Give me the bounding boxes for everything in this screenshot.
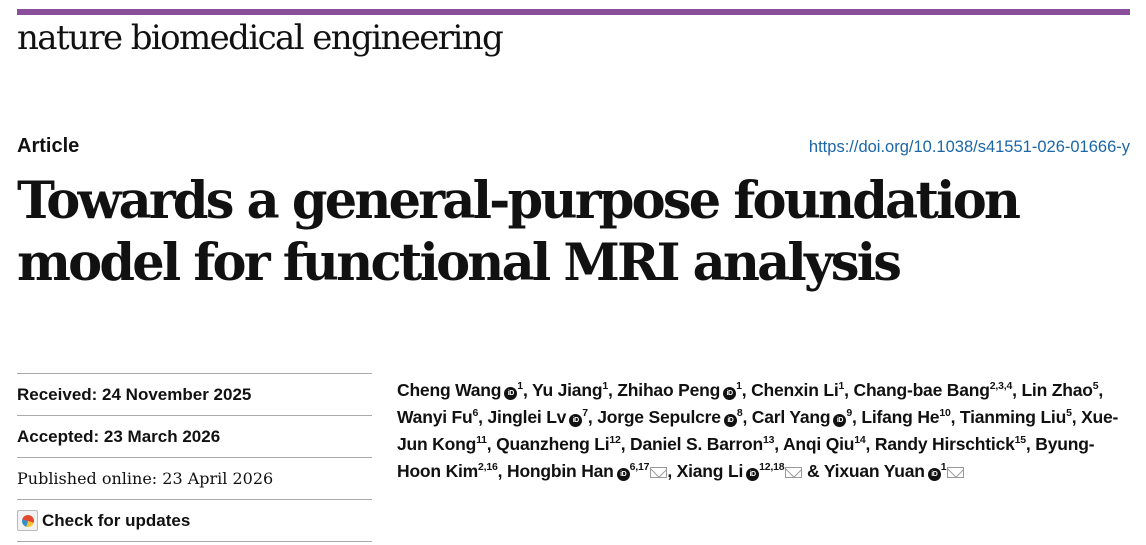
author-list: Cheng Wang1, Yu Jiang1, Zhihao Peng1, Ch… [397,377,1137,485]
author[interactable]: Cheng Wang 1 [397,380,523,400]
author-name[interactable]: Chang-bae Bang [853,380,990,400]
author[interactable]: Jorge Sepulcre 8 [597,407,743,427]
doi-link[interactable]: https://doi.org/10.1038/s41551-026-01666… [808,138,1130,156]
author-name[interactable]: Yu Jiang [531,380,603,400]
affiliation-number: 5 [1066,407,1072,419]
journal-accent-bar [17,9,1130,15]
article-type: Article [17,135,80,157]
published-date: Published online: 23 April 2026 [17,457,372,499]
author-name[interactable]: Lifang He [861,407,940,427]
check-updates-icon [17,510,38,531]
check-updates-label: Check for updates [42,511,191,530]
affiliation-number: 14 [854,434,866,446]
orcid-icon[interactable] [504,387,518,400]
journal-name: nature biomedical engineering [17,18,504,58]
orcid-icon[interactable] [569,414,583,427]
author-name[interactable]: Tianming Liu [959,407,1067,427]
received-date: Received: 24 November 2025 [17,373,372,415]
author-name[interactable]: Quanzheng Li [496,434,610,454]
affiliation-number: 13 [762,434,775,446]
author[interactable]: Xue-Jun Kong11 [397,407,1118,454]
author[interactable]: Randy Hirschtick15 [875,434,1026,454]
author-name[interactable]: Byung-Hoon Kim [397,434,1095,481]
author-name[interactable]: Zhihao Peng [617,380,721,400]
author-name[interactable]: Jorge Sepulcre [597,407,721,427]
author-name[interactable]: Daniel S. Barron [630,434,763,454]
author[interactable]: Chenxin Li1 [751,380,844,400]
author[interactable]: Yu Jiang1 [532,380,608,400]
author-name[interactable]: Carl Yang [751,407,831,427]
affiliation-number: 1 [736,380,742,392]
affiliation-number: 1 [838,380,845,392]
affiliation-number: 1 [940,461,947,473]
email-icon[interactable] [650,467,668,478]
author-name[interactable]: Chenxin Li [751,380,839,400]
orcid-icon[interactable] [723,414,737,427]
check-for-updates-button[interactable]: Check for updates [17,499,372,542]
author[interactable]: Xiang Li 12,18 [677,461,803,481]
orcid-icon[interactable] [746,468,760,481]
email-icon[interactable] [785,467,803,478]
accepted-date: Accepted: 23 March 2026 [17,415,372,457]
author[interactable]: Zhihao Peng 1 [617,380,742,400]
affiliation-number: 6 [472,407,479,419]
author-name[interactable]: Hongbin Han [507,461,614,481]
author[interactable]: Lifang He10 [861,407,950,427]
affiliation-number: 9 [846,407,853,419]
affiliation-number: 6,17 [629,461,650,473]
author[interactable]: Quanzheng Li12 [496,434,621,454]
orcid-icon[interactable] [723,387,737,400]
author[interactable]: Carl Yang 9 [752,407,852,427]
affiliation-number: 2,3,4 [989,380,1013,392]
orcid-icon[interactable] [833,414,847,427]
author[interactable]: Byung-Hoon Kim2,16 [397,434,1095,481]
author[interactable]: Wanyi Fu6 [397,407,478,427]
affiliation-number: 2,16 [478,461,498,473]
author[interactable]: Hongbin Han 6,17 [507,461,668,481]
author-name[interactable]: Wanyi Fu [397,407,473,427]
author[interactable]: Anqi Qiu14 [783,434,866,454]
affiliation-number: 1 [517,380,523,392]
affiliation-number: 10 [939,407,951,419]
article-title: Towards a general-purpose foundation mod… [17,171,1021,293]
author[interactable]: Tianming Liu5 [960,407,1072,427]
affiliation-number: 12 [609,434,621,446]
author-name[interactable]: Xiang Li [676,461,744,481]
author[interactable]: Lin Zhao5 [1021,380,1098,400]
affiliation-number: 8 [736,407,743,419]
dates-panel: Received: 24 November 2025 Accepted: 23 … [17,373,372,542]
author[interactable]: Daniel S. Barron13 [630,434,774,454]
orcid-icon[interactable] [616,468,630,481]
author[interactable]: Jinglei Lv 7 [488,407,588,427]
author-name[interactable]: Cheng Wang [397,380,502,400]
affiliation-number: 15 [1014,434,1026,446]
email-icon[interactable] [947,467,965,478]
author-name[interactable]: Randy Hirschtick [874,434,1015,454]
author-name[interactable]: Anqi Qiu [782,434,855,454]
author-name[interactable]: Yixuan Yuan [823,461,925,481]
affiliation-number: 11 [476,434,487,446]
orcid-icon[interactable] [927,468,941,481]
affiliation-number: 5 [1092,380,1099,392]
affiliation-number: 12,18 [759,461,785,473]
author-name[interactable]: Xue-Jun Kong [397,407,1119,454]
author-name[interactable]: Jinglei Lv [487,407,567,427]
author-name[interactable]: Lin Zhao [1021,380,1093,400]
author[interactable]: Yixuan Yuan 1 [824,461,965,481]
author[interactable]: Chang-bae Bang2,3,4 [854,380,1013,400]
affiliation-number: 1 [602,380,608,392]
affiliation-number: 7 [582,407,588,419]
